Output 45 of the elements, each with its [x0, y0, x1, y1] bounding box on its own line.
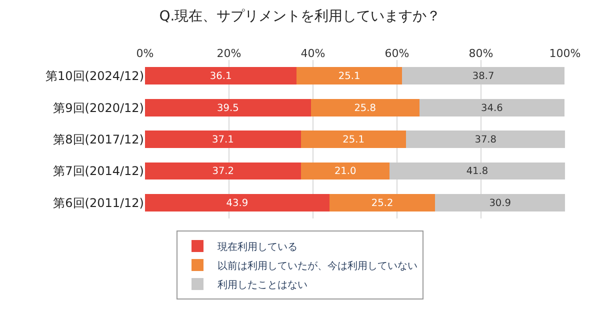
data-label: 41.8: [466, 166, 488, 178]
data-label: 38.7: [472, 71, 494, 82]
legend-label: 以前は利用していたが、今は利用していない: [218, 260, 418, 272]
bar: [145, 98, 311, 116]
data-label: 43.9: [226, 198, 248, 209]
data-label: 30.9: [489, 198, 512, 209]
bar: [435, 194, 565, 212]
y-tick-label: 第6回(2011/12): [53, 196, 144, 210]
data-label: 37.2: [212, 166, 234, 178]
bar: [419, 98, 565, 116]
data-label: 25.1: [338, 71, 360, 82]
data-label: 25.8: [354, 102, 376, 114]
bar: [300, 130, 406, 148]
legend-label: 利用したことはない: [218, 278, 308, 291]
bar: [402, 67, 565, 85]
y-tick-label: 第7回(2014/12): [53, 164, 144, 178]
legend-label: 現在利用している: [218, 240, 298, 253]
bar: [145, 130, 301, 148]
x-tick-label: 0%: [136, 46, 154, 60]
bar: [145, 67, 297, 85]
x-tick-label: 100%: [549, 46, 581, 60]
data-label: 37.1: [212, 134, 234, 146]
bar: [389, 162, 565, 180]
bar: [301, 162, 390, 180]
bar: [329, 194, 436, 212]
bar: [145, 194, 330, 212]
data-label: 34.6: [481, 102, 503, 114]
chart-title: Q.現在、サプリメントを利用していますか？: [159, 8, 441, 25]
data-label: 37.8: [474, 134, 497, 146]
bar: [145, 162, 302, 180]
bar: [406, 130, 565, 148]
x-tick-label: 80%: [468, 46, 494, 60]
x-tick-label: 20%: [216, 46, 242, 60]
data-label: 21.0: [334, 166, 356, 178]
data-label: 36.1: [210, 71, 232, 82]
data-label: 39.5: [217, 102, 239, 114]
x-tick-label: 40%: [300, 46, 326, 60]
data-label: 25.2: [371, 198, 394, 209]
y-tick-label: 第9回(2020/12): [53, 100, 144, 115]
bar: [310, 98, 420, 116]
y-tick-label: 第8回(2017/12): [53, 132, 144, 146]
y-tick-label: 第10回(2024/12): [46, 69, 144, 84]
bar: [296, 67, 402, 85]
x-tick-label: 60%: [384, 46, 410, 60]
data-label: 25.1: [342, 134, 364, 146]
